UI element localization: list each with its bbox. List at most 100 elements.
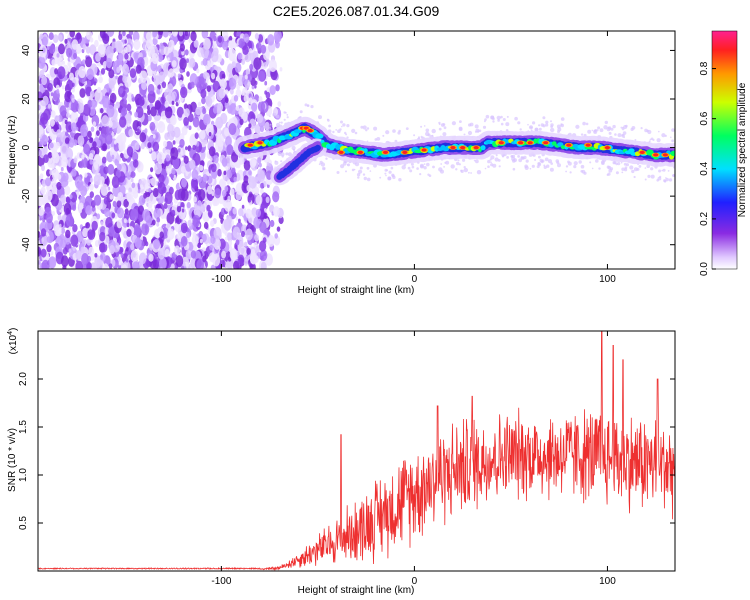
noise-blob: [38, 124, 44, 137]
noise-speck: [538, 155, 541, 159]
noise-blob: [94, 164, 98, 171]
noise-blob: [257, 170, 265, 183]
noise-blob: [127, 174, 131, 180]
noise-speck: [667, 170, 670, 172]
noise-blob: [250, 254, 255, 261]
noise-blob: [260, 44, 267, 54]
noise-blob: [104, 132, 113, 145]
noise-speck: [323, 167, 326, 170]
noise-speck: [340, 164, 345, 169]
noise-blob: [203, 71, 208, 79]
noise-speck: [557, 163, 561, 168]
noise-blob: [184, 31, 189, 37]
noise-blob: [208, 252, 216, 263]
noise-blob: [145, 31, 152, 41]
noise-blob: [255, 43, 260, 49]
noise-speck: [557, 130, 560, 134]
noise-blob: [131, 182, 136, 189]
noise-speck: [462, 158, 466, 162]
noise-speck: [580, 164, 585, 169]
noise-blob: [181, 178, 187, 188]
noise-blob: [174, 222, 182, 233]
colorbar-tick-label: 0.6: [699, 111, 710, 125]
noise-blob: [126, 103, 132, 112]
noise-blob: [260, 188, 264, 195]
noise-blob: [255, 208, 261, 218]
noise-blob: [132, 190, 139, 199]
noise-blob: [77, 135, 85, 147]
noise-blob: [109, 193, 114, 200]
noise-speck: [671, 139, 674, 143]
noise-blob: [234, 62, 242, 73]
noise-blob: [38, 260, 41, 265]
noise-blob: [80, 124, 89, 138]
noise-speck: [345, 133, 348, 136]
noise-blob: [126, 191, 134, 203]
noise-blob: [235, 182, 244, 195]
noise-blob: [159, 42, 164, 50]
noise-blob: [50, 193, 59, 207]
noise-blob: [276, 226, 281, 232]
noise-blob: [197, 189, 206, 201]
noise-speck: [633, 175, 636, 179]
noise-speck: [606, 165, 610, 169]
noise-speck: [506, 115, 509, 118]
noise-speck: [373, 126, 378, 131]
noise-speck: [268, 163, 272, 167]
noise-speck: [492, 163, 497, 168]
noise-blob: [179, 57, 187, 70]
noise-blob: [96, 139, 101, 147]
noise-blob: [228, 72, 233, 79]
noise-blob: [49, 169, 53, 175]
noise-blob: [158, 97, 161, 101]
noise-blob: [115, 251, 120, 257]
noise-blob: [241, 230, 245, 238]
noise-blob: [259, 221, 267, 234]
noise-speck: [520, 156, 525, 160]
noise-speck: [555, 159, 560, 163]
noise-speck: [392, 175, 396, 180]
noise-blob: [170, 147, 179, 160]
noise-blob: [203, 113, 211, 126]
noise-blob: [153, 75, 161, 86]
noise-speck: [494, 157, 499, 162]
noise-blob: [275, 41, 280, 49]
noise-blob: [58, 34, 63, 42]
noise-blob: [228, 35, 233, 41]
noise-speck: [275, 114, 280, 119]
noise-speck: [425, 128, 430, 133]
noise-blob: [73, 157, 78, 164]
noise-blob: [192, 116, 200, 128]
noise-speck: [582, 121, 586, 126]
snr-panel: -100 0 100 0.5 1.0 1.5 2.0 Height of straight …: [7, 328, 676, 596]
noise-speck: [545, 120, 549, 124]
noise-speck: [534, 127, 539, 132]
noise-speck: [463, 167, 468, 173]
noise-blob: [89, 37, 94, 43]
noise-blob: [122, 31, 126, 37]
noise-blob: [165, 163, 173, 175]
noise-blob: [135, 64, 142, 74]
noise-blob: [221, 182, 226, 188]
colorbar-tick-label: 0.0: [699, 262, 710, 276]
noise-speck: [459, 120, 462, 123]
noise-blob: [248, 123, 252, 129]
noise-blob: [239, 156, 245, 165]
noise-blob: [64, 38, 68, 44]
noise-blob: [41, 47, 46, 53]
noise-speck: [325, 157, 328, 160]
noise-speck: [664, 134, 667, 137]
noise-blob: [254, 255, 259, 263]
ridge-peak: [402, 150, 408, 154]
noise-blob: [57, 114, 63, 123]
noise-blob: [65, 148, 74, 160]
noise-blob: [207, 210, 213, 218]
noise-speck: [631, 169, 635, 174]
noise-blob: [65, 121, 73, 133]
noise-speck: [492, 117, 495, 121]
noise-blob: [202, 174, 208, 183]
noise-blob: [50, 110, 56, 118]
noise-blob: [164, 106, 173, 119]
noise-blob: [154, 162, 163, 175]
noise-speck: [456, 161, 460, 166]
